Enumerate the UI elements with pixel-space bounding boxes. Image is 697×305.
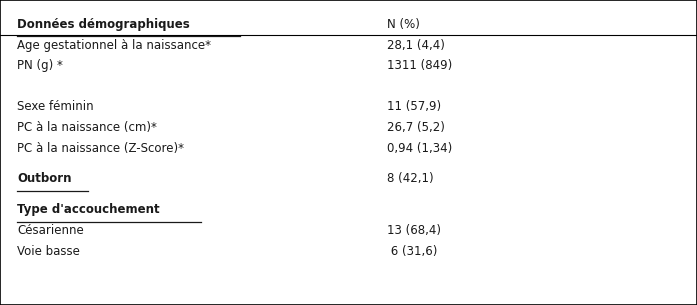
Text: Voie basse: Voie basse: [17, 245, 80, 258]
Text: Age gestationnel à la naissance*: Age gestationnel à la naissance*: [17, 38, 211, 52]
Text: PN (g) *: PN (g) *: [17, 59, 63, 73]
Text: 8 (42,1): 8 (42,1): [387, 172, 434, 185]
Text: PC à la naissance (Z-Score)*: PC à la naissance (Z-Score)*: [17, 142, 185, 155]
Text: 26,7 (5,2): 26,7 (5,2): [387, 121, 445, 134]
Text: Sexe féminin: Sexe féminin: [17, 100, 94, 113]
Text: 11 (57,9): 11 (57,9): [387, 100, 441, 113]
Text: 1311 (849): 1311 (849): [387, 59, 452, 73]
Text: Type d'accouchement: Type d'accouchement: [17, 203, 160, 216]
Text: N (%): N (%): [387, 18, 420, 31]
Text: Césarienne: Césarienne: [17, 224, 84, 237]
Text: 13 (68,4): 13 (68,4): [387, 224, 441, 237]
Text: 0,94 (1,34): 0,94 (1,34): [387, 142, 452, 155]
Text: 6 (31,6): 6 (31,6): [387, 245, 437, 258]
Text: Outborn: Outborn: [17, 172, 72, 185]
Text: Données démographiques: Données démographiques: [17, 18, 190, 31]
Text: 28,1 (4,4): 28,1 (4,4): [387, 38, 445, 52]
Text: PC à la naissance (cm)*: PC à la naissance (cm)*: [17, 121, 158, 134]
